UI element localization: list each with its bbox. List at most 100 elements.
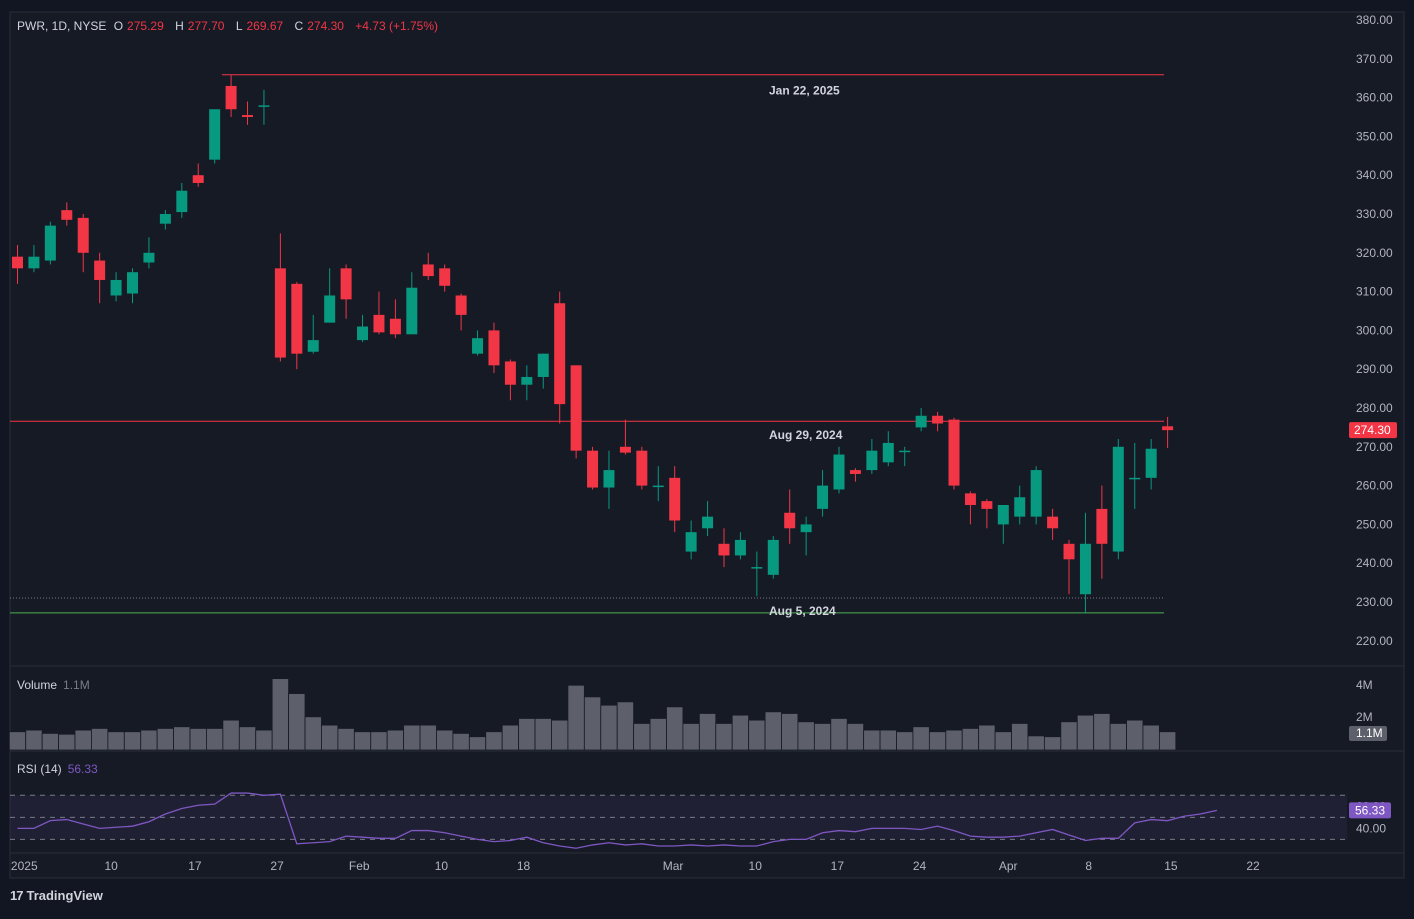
candle-body: [1079, 543, 1091, 595]
open-label: O: [113, 19, 124, 33]
volume-bar: [25, 729, 43, 751]
volume-bar: [74, 729, 92, 751]
volume-bar: [288, 693, 306, 751]
volume-bar: [173, 726, 191, 751]
candle-body: [784, 512, 796, 529]
candle-body: [422, 264, 434, 277]
volume-bar: [912, 726, 930, 751]
price-axis-label: 220.00: [1356, 634, 1393, 648]
volume-bar: [633, 723, 651, 751]
candle-body: [439, 268, 451, 286]
volume-bar: [1027, 735, 1045, 751]
volume-bar: [321, 724, 339, 751]
candle-body: [307, 340, 319, 352]
volume-bar: [846, 723, 865, 751]
high-value: 277.70: [187, 19, 225, 33]
candle-body: [340, 268, 352, 300]
volume-bar: [386, 729, 404, 751]
volume-bar: [748, 719, 766, 751]
volume-bar: [830, 718, 848, 751]
candle-body: [1047, 516, 1059, 529]
volume-bar: [616, 701, 635, 751]
volume-bar: [337, 728, 355, 751]
candle-body: [192, 175, 204, 183]
candle-body: [603, 470, 615, 488]
volume-bar: [600, 704, 618, 751]
candle-body: [1162, 426, 1174, 431]
candle-body: [159, 214, 171, 224]
candle-body: [225, 85, 237, 110]
candle-body: [44, 225, 56, 261]
candle-body: [455, 295, 467, 315]
rsi-title: RSI (14): [17, 762, 62, 776]
volume-bar: [206, 728, 224, 751]
volume-bar: [1043, 736, 1062, 751]
candle-body: [570, 365, 582, 451]
candle-body: [373, 314, 385, 333]
volume-legend[interactable]: Volume 1.1M: [17, 678, 90, 692]
time-axis-label: 17: [188, 859, 202, 873]
candle-body: [882, 442, 894, 463]
candle-body: [964, 493, 976, 505]
price-axis-label: 360.00: [1356, 91, 1393, 105]
candle-body: [324, 295, 336, 323]
time-axis-label: 18: [517, 859, 531, 873]
candle-body: [1145, 448, 1157, 478]
candle-body: [554, 303, 566, 405]
volume-bar: [978, 724, 996, 751]
horizontal-level-label: Jan 22, 2025: [769, 84, 840, 98]
volume-bar: [698, 713, 717, 751]
rsi-legend[interactable]: RSI (14) 56.33: [17, 762, 98, 776]
time-axis-label: 10: [435, 859, 449, 873]
low-label: L: [235, 19, 243, 33]
volume-bar: [419, 724, 437, 751]
candle-body: [209, 109, 221, 160]
volume-bar: [518, 718, 536, 751]
volume-bar: [879, 729, 897, 751]
volume-axis-label: 4M: [1356, 678, 1373, 692]
candle-body: [751, 567, 763, 569]
volume-last-tag: [1349, 726, 1387, 741]
candle-body: [143, 252, 155, 263]
tradingview-brand[interactable]: 17 TradingView: [10, 888, 103, 903]
volume-bar: [797, 721, 815, 751]
volume-bar: [813, 723, 832, 751]
volume-bar: [271, 678, 289, 751]
candle-body: [77, 217, 89, 253]
volume-bar: [452, 733, 470, 751]
price-axis-label: 340.00: [1356, 168, 1393, 182]
candle-body: [849, 470, 861, 474]
candle-body: [1030, 470, 1042, 517]
volume-bar: [682, 723, 700, 751]
volume-bar: [107, 731, 125, 751]
volume-bar: [501, 724, 520, 751]
low-value: 269.67: [246, 19, 284, 33]
volume-bar: [1093, 713, 1111, 751]
candle-body: [127, 272, 139, 294]
volume-bar: [1109, 723, 1127, 751]
last-price-tag: [1349, 422, 1397, 439]
time-axis-label: 27: [270, 859, 284, 873]
candle-body: [767, 539, 779, 575]
candle-body: [258, 105, 270, 107]
time-axis-label: 2025: [11, 859, 38, 873]
volume-axis-label: 2M: [1356, 710, 1373, 724]
symbol-info[interactable]: PWR, 1D, NYSE: [17, 19, 107, 33]
candle-body: [948, 419, 960, 486]
rsi-last-tag: [1349, 802, 1391, 819]
volume-bar: [353, 731, 372, 751]
price-axis-label: 310.00: [1356, 285, 1393, 299]
candle-body: [94, 260, 106, 280]
volume-bar: [222, 719, 240, 751]
open-value: 275.29: [127, 19, 164, 33]
volume-bar: [1076, 714, 1095, 751]
volume-bar: [304, 716, 322, 751]
volume-bar: [370, 731, 388, 751]
last-price-label: 274.30: [1354, 423, 1391, 437]
rsi-line: [17, 792, 1218, 849]
candle-body: [800, 524, 812, 533]
candle-body: [389, 318, 401, 335]
